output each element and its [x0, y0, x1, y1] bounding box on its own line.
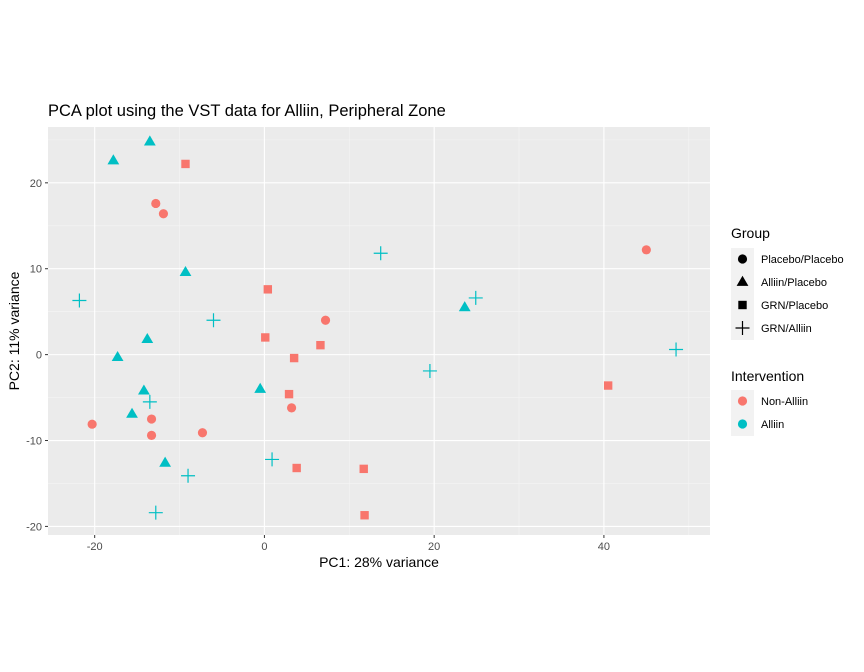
legend-key-square: [738, 300, 747, 310]
data-point-square: [360, 511, 369, 520]
data-point-triangle: [111, 350, 124, 362]
legend-intervention-items: Non-Alliin Alliin: [731, 390, 808, 436]
legend-item-label: Non-Alliin: [761, 396, 808, 408]
x-axis-ticks: -20 0 20 40: [87, 535, 610, 553]
data-point-square: [284, 389, 294, 399]
data-point-plus: [206, 313, 221, 328]
data-point-square: [316, 340, 325, 350]
legend-key-color: [737, 419, 748, 429]
legend-item-label: Alliin: [761, 419, 784, 431]
legend-key-circle: [737, 254, 748, 264]
data-point-circle: [197, 428, 208, 438]
legend-key-color: [737, 396, 748, 406]
data-point-triangle: [126, 407, 138, 418]
x-tick-label: 20: [428, 541, 440, 553]
data-point-triangle: [138, 384, 150, 395]
grid-major: [48, 127, 710, 535]
data-point-plus: [468, 290, 483, 305]
data-point-triangle: [143, 135, 156, 146]
legend-title-intervention: Intervention: [731, 368, 804, 384]
y-axis-ticks: -20 -10 0 10 20: [26, 178, 48, 533]
data-point-plus: [422, 363, 437, 378]
grid-minor: [48, 127, 710, 535]
data-point-circle: [151, 198, 161, 209]
x-tick-label: 40: [598, 541, 610, 553]
data-point-plus: [181, 468, 196, 483]
x-tick-label: -20: [87, 541, 103, 553]
data-point-plus: [373, 246, 388, 261]
data-point-circle: [286, 403, 297, 413]
data-point-circle: [146, 430, 157, 440]
data-point-plus: [72, 293, 87, 308]
data-point-triangle: [141, 332, 154, 344]
data-point-circle: [87, 419, 97, 429]
data-point-square: [261, 333, 270, 342]
legend-item-label: Placebo/Placebo: [761, 254, 844, 266]
data-point-square: [289, 353, 299, 363]
data-points: [72, 135, 684, 520]
data-point-square: [603, 381, 613, 390]
data-point-triangle: [159, 456, 172, 467]
data-point-plus: [265, 452, 280, 467]
legend: Group Placebo/Placebo Alliin/Placebo GRN/P…: [731, 225, 844, 436]
y-tick-label: 10: [30, 264, 42, 276]
data-point-triangle: [179, 265, 192, 277]
y-tick-label: -10: [26, 436, 42, 448]
data-point-square: [292, 463, 301, 473]
chart-title: PCA plot using the VST data for Alliin, …: [48, 102, 446, 120]
legend-key-triangle: [736, 275, 749, 286]
data-point-circle: [146, 414, 157, 424]
legend-title-group: Group: [731, 225, 770, 241]
legend-group-items: Placebo/Placebo Alliin/Placebo GRN/Placebo…: [731, 248, 844, 340]
data-point-triangle: [254, 382, 267, 393]
y-tick-label: 20: [30, 178, 42, 190]
data-point-square: [359, 464, 368, 474]
plot-panel: [48, 127, 710, 535]
data-point-plus: [142, 394, 157, 409]
x-axis-title: PC1: 28% variance: [319, 554, 439, 570]
legend-item-label: GRN/Alliin: [761, 323, 812, 335]
data-point-circle: [641, 245, 651, 255]
y-tick-label: 0: [36, 350, 42, 362]
y-axis-title: PC2: 11% variance: [6, 271, 22, 390]
legend-key-plus: [735, 321, 750, 335]
data-point-circle: [158, 209, 169, 219]
data-point-triangle: [458, 301, 471, 312]
y-tick-label: -20: [26, 521, 42, 533]
legend-item-label: Alliin/Placebo: [761, 277, 827, 289]
data-point-plus: [148, 505, 163, 520]
data-point-plus: [669, 342, 684, 357]
legend-item-label: GRN/Placebo: [761, 300, 828, 312]
data-point-triangle: [107, 154, 120, 165]
data-point-square: [181, 159, 190, 169]
data-point-square: [263, 285, 273, 294]
data-point-circle: [320, 315, 331, 325]
x-tick-label: 0: [261, 541, 267, 553]
